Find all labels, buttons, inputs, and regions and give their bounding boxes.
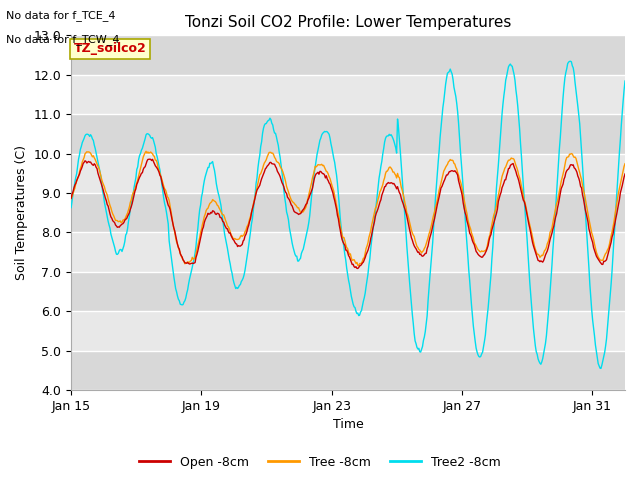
Tree2 -8cm: [566, 59, 574, 64]
Title: Tonzi Soil CO2 Profile: Lower Temperatures: Tonzi Soil CO2 Profile: Lower Temperatur…: [185, 15, 511, 30]
Tree2 -8cm: [484, 305, 492, 311]
Bar: [71, 193, 625, 232]
Tree -8cm: [211, 198, 218, 204]
Y-axis label: Soil Temperatures (C): Soil Temperatures (C): [15, 145, 28, 280]
Tree2 -8cm: [597, 365, 605, 371]
Text: No data for f_TCW_4: No data for f_TCW_4: [6, 34, 120, 45]
Tree2 -8cm: [165, 238, 173, 244]
Open -8cm: [486, 234, 494, 240]
Bar: [71, 75, 625, 114]
Legend: Open -8cm, Tree -8cm, Tree2 -8cm: Open -8cm, Tree -8cm, Tree2 -8cm: [134, 451, 506, 474]
Tree -8cm: [396, 175, 403, 180]
Open -8cm: [166, 206, 174, 212]
Tree -8cm: [319, 163, 326, 168]
Text: TZ_soilco2: TZ_soilco2: [74, 42, 147, 55]
Open -8cm: [67, 195, 75, 201]
Bar: [71, 272, 625, 312]
Line: Tree -8cm: Tree -8cm: [71, 151, 625, 265]
Open -8cm: [396, 190, 403, 195]
Text: No data for f_TCE_4: No data for f_TCE_4: [6, 10, 116, 21]
Open -8cm: [146, 156, 154, 162]
Tree2 -8cm: [210, 164, 218, 169]
Tree2 -8cm: [318, 132, 326, 138]
Tree2 -8cm: [67, 204, 75, 210]
Tree2 -8cm: [394, 116, 401, 122]
Open -8cm: [211, 209, 218, 215]
Tree -8cm: [486, 232, 494, 238]
Tree -8cm: [439, 173, 447, 179]
Bar: [71, 114, 625, 154]
Line: Open -8cm: Open -8cm: [71, 159, 625, 268]
Tree -8cm: [621, 161, 629, 167]
Tree2 -8cm: [437, 125, 445, 131]
Open -8cm: [354, 265, 362, 271]
Bar: [71, 351, 625, 390]
Bar: [71, 36, 625, 75]
X-axis label: Time: Time: [333, 419, 364, 432]
Tree2 -8cm: [621, 78, 629, 84]
Bar: [71, 154, 625, 193]
Tree -8cm: [142, 148, 150, 154]
Open -8cm: [439, 181, 447, 187]
Line: Tree2 -8cm: Tree2 -8cm: [71, 61, 625, 368]
Bar: [71, 312, 625, 351]
Tree -8cm: [166, 203, 174, 209]
Tree -8cm: [355, 263, 362, 268]
Open -8cm: [621, 171, 629, 177]
Tree -8cm: [67, 196, 75, 202]
Open -8cm: [319, 171, 326, 177]
Bar: [71, 232, 625, 272]
